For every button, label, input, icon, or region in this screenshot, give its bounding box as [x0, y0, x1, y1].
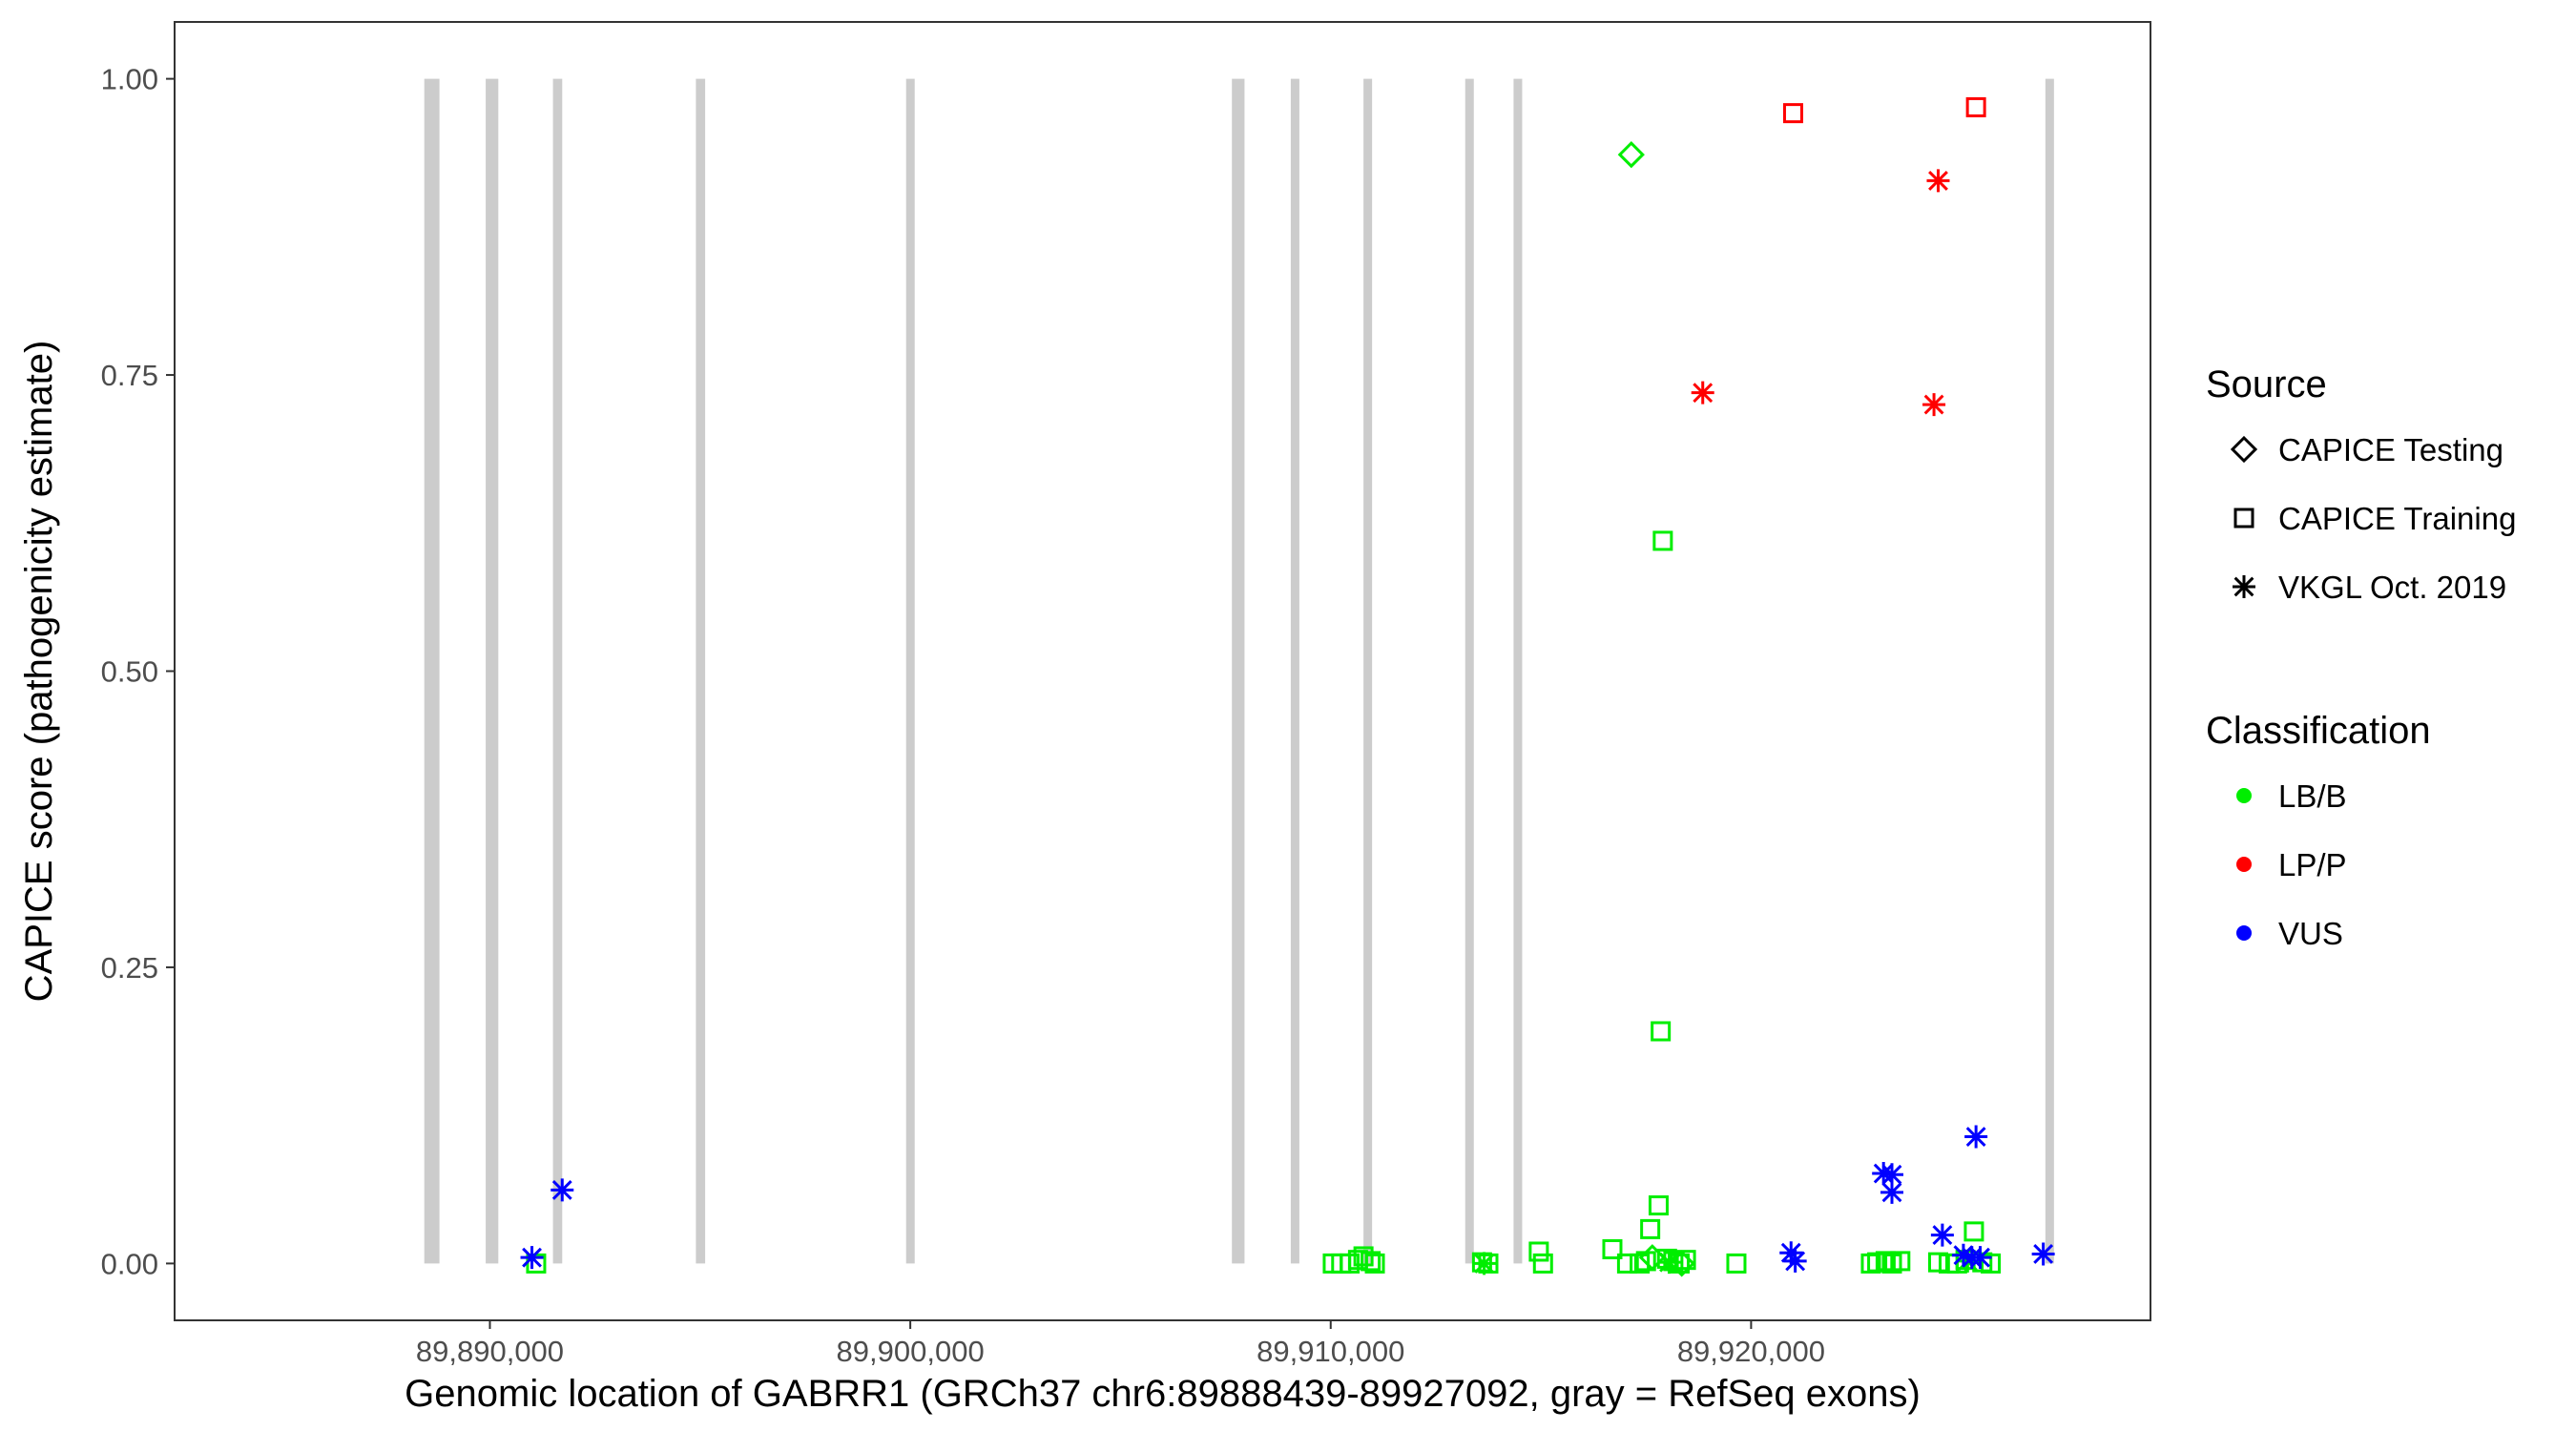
legend: Source CAPICE Testing CAPICE Training VKGL… — [2206, 363, 2516, 951]
data-point — [1965, 96, 1986, 117]
y-tick-label: 0.25 — [101, 951, 158, 985]
legend-source-title: Source — [2206, 363, 2327, 405]
data-point — [1726, 1253, 1747, 1274]
y-tick-label: 0.00 — [101, 1247, 158, 1280]
data-point — [1652, 530, 1673, 551]
legend-key-dot — [2236, 925, 2252, 941]
legend-key-square — [2233, 508, 2254, 529]
data-point — [1361, 1251, 1381, 1272]
data-point — [1648, 1195, 1669, 1216]
data-point — [1963, 1221, 1984, 1242]
data-point — [1617, 140, 1645, 169]
exon-band — [486, 78, 499, 1264]
data-point — [1651, 1021, 1672, 1042]
data-point — [1635, 1251, 1656, 1272]
data-point — [1782, 103, 1803, 124]
y-tick-label: 1.00 — [101, 63, 158, 96]
data-point — [1968, 1246, 1992, 1270]
data-point — [1675, 1250, 1696, 1271]
exon-band — [1232, 78, 1245, 1264]
y-axis: 0.00 0.25 0.50 0.75 1.00 — [101, 63, 175, 1280]
legend-key-dot — [2236, 788, 2252, 803]
y-axis-title: CAPICE score (pathogenicity estimate) — [18, 341, 60, 1003]
data-point — [1528, 1241, 1549, 1262]
data-point — [520, 1246, 544, 1270]
legend-source-label: CAPICE Training — [2278, 501, 2516, 536]
legend-classification-title: Classification — [2206, 710, 2431, 752]
data-point — [1630, 1253, 1651, 1274]
data-point — [1930, 1223, 1954, 1247]
data-point — [1364, 1253, 1385, 1274]
exon-band — [696, 78, 706, 1264]
exon-band — [1290, 78, 1299, 1264]
exon-band — [905, 78, 915, 1264]
data-point — [551, 1178, 574, 1202]
data-point — [1880, 1180, 1904, 1204]
data-point — [1783, 1249, 1807, 1273]
x-tick-label: 89,890,000 — [416, 1335, 564, 1368]
legend-class-label: VUS — [2278, 916, 2343, 951]
data-point — [1926, 169, 1950, 193]
data-point — [1691, 381, 1714, 404]
data-point — [2031, 1242, 2055, 1266]
x-axis-title: Genomic location of GABRR1 (GRCh37 chr6:… — [405, 1373, 1921, 1415]
data-point — [1964, 1125, 1988, 1149]
plot-panel-border — [174, 21, 2151, 1321]
x-tick-label: 89,900,000 — [837, 1335, 985, 1368]
exon-band — [1363, 78, 1373, 1264]
data-point — [1353, 1246, 1374, 1267]
x-axis: 89,890,000 89,900,000 89,910,000 89,920,000 — [416, 1320, 1825, 1368]
data-point — [1927, 1252, 1948, 1273]
data-point — [1779, 1241, 1803, 1265]
data-point — [1875, 1251, 1896, 1272]
exon-band — [1465, 78, 1474, 1264]
data-point — [1951, 1243, 1975, 1267]
legend-key-dot — [2236, 857, 2252, 872]
exon-band — [1513, 78, 1523, 1264]
exon-band — [2045, 78, 2054, 1264]
data-points — [520, 96, 2055, 1277]
data-point — [1532, 1253, 1553, 1274]
data-point — [1657, 1251, 1681, 1275]
legend-source-label: VKGL Oct. 2019 — [2278, 570, 2506, 605]
data-point — [1472, 1252, 1496, 1275]
data-point — [1880, 1163, 1904, 1187]
legend-key-star — [2233, 575, 2255, 598]
y-tick-label: 0.75 — [101, 359, 158, 392]
x-tick-label: 89,920,000 — [1677, 1335, 1825, 1368]
exon-band — [552, 78, 563, 1264]
data-point — [1656, 1248, 1677, 1269]
data-point — [1981, 1253, 2002, 1274]
legend-key-diamond — [2230, 435, 2258, 464]
exon-band — [424, 78, 440, 1264]
legend-class-label: LP/P — [2278, 847, 2347, 882]
data-point — [1640, 1218, 1661, 1239]
y-tick-label: 0.50 — [101, 655, 158, 689]
legend-class-label: LB/B — [2278, 778, 2347, 814]
legend-source-label: CAPICE Testing — [2278, 432, 2503, 467]
data-point — [1890, 1251, 1911, 1272]
x-tick-label: 89,910,000 — [1257, 1335, 1404, 1368]
data-point — [1616, 1253, 1637, 1274]
data-point — [1602, 1238, 1623, 1259]
exon-bands — [424, 78, 2054, 1264]
data-point — [1922, 393, 1946, 417]
